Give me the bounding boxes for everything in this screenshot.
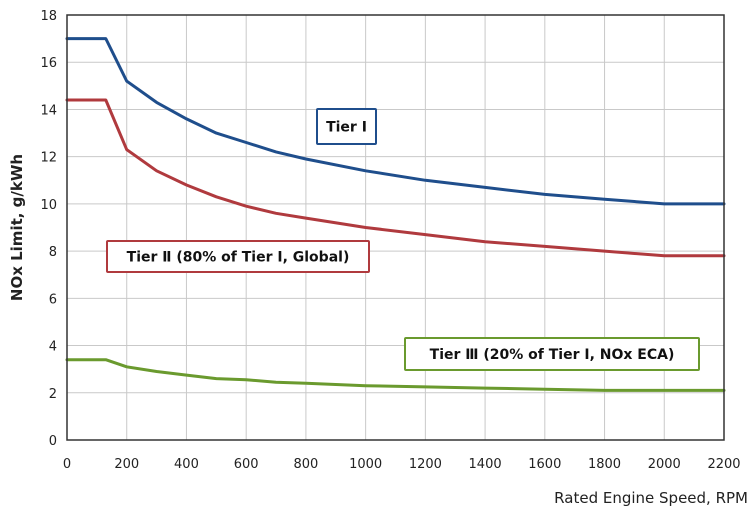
x-tick-label: 600 (234, 457, 259, 472)
x-tick-label: 1400 (469, 457, 502, 472)
y-tick-label: 12 (40, 151, 57, 166)
x-tick-label: 2000 (648, 457, 681, 472)
x-tick-label: 2200 (707, 457, 740, 472)
x-tick-label: 400 (174, 457, 199, 472)
y-tick-label: 14 (40, 103, 57, 118)
y-axis-title: NOx Limit, g/kWh (8, 154, 26, 301)
annotation-3: Tier Ⅲ (20% of Tier I, NOx ECA) (404, 337, 700, 371)
x-tick-label: 1200 (409, 457, 442, 472)
series-lines (65, 37, 726, 392)
y-tick-label: 10 (40, 198, 57, 213)
annotation-box (404, 337, 700, 371)
x-tick-label: 800 (293, 457, 318, 472)
x-tick-label: 0 (63, 457, 71, 472)
x-axis-title: Rated Engine Speed, RPM (554, 489, 748, 507)
x-tick-labels: 0 200 400 600 800 1000 1200 1400 1600 1800 2000 220… (63, 457, 741, 472)
annotation-label: Tier Ⅱ (80% of Tier I, Global) (127, 250, 350, 266)
annotation-1: Tier I (316, 108, 377, 145)
annotation-box (106, 240, 370, 273)
y-tick-label: 2 (49, 387, 57, 402)
y-tick-label: 6 (49, 292, 57, 307)
x-tick-label: 1000 (349, 457, 382, 472)
y-tick-label: 4 (49, 340, 57, 355)
y-tick-label: 8 (49, 245, 57, 260)
series-line-3 (65, 358, 726, 392)
x-tick-label: 200 (114, 457, 139, 472)
annotation-2: Tier Ⅱ (80% of Tier I, Global) (106, 240, 370, 273)
y-tick-label: 18 (40, 9, 57, 24)
series-line-2 (65, 98, 726, 258)
annotation-label: Tier Ⅲ (20% of Tier I, NOx ECA) (430, 347, 675, 363)
series-annotations: Tier I Tier Ⅱ (80% of Tier I, Global) Tier… (106, 108, 700, 371)
y-tick-label: 0 (49, 434, 57, 449)
plot-frame (66, 14, 725, 441)
series-line-1 (65, 37, 726, 206)
y-tick-label: 16 (40, 56, 57, 71)
annotation-label: Tier I (326, 120, 367, 136)
x-tick-label: 1800 (588, 457, 621, 472)
annotation-box (316, 108, 377, 145)
x-tick-label: 1600 (528, 457, 561, 472)
y-tick-labels: 0 2 4 6 8 10 12 14 16 18 (40, 9, 57, 449)
